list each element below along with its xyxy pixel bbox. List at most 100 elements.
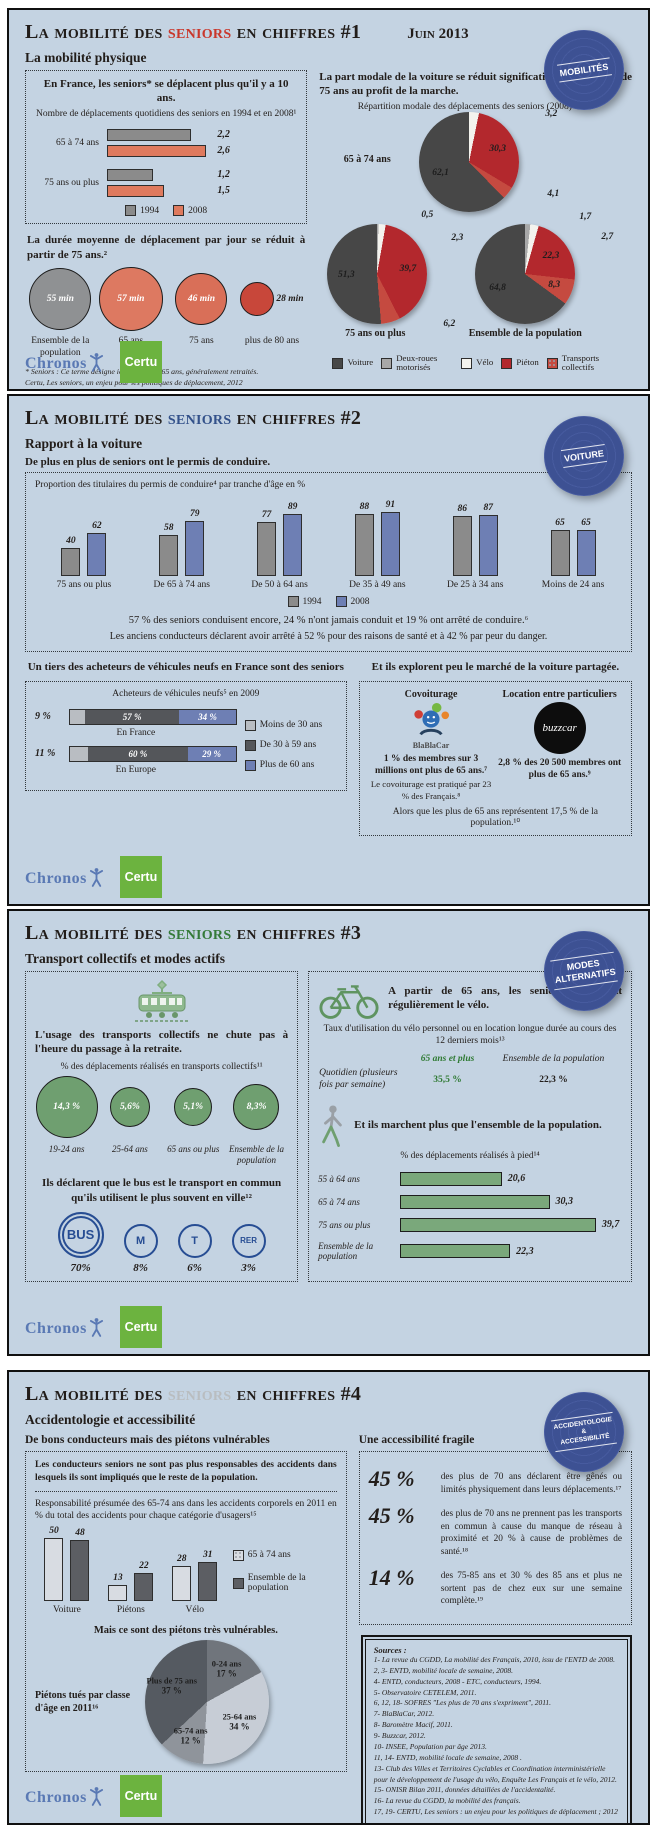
transit-icon: RER xyxy=(231,1223,266,1258)
pie-label: 22,3 xyxy=(542,251,560,262)
bar-row: 55 à 64 ans 20,6 xyxy=(318,1171,622,1186)
category-label: Ensemble de la population xyxy=(228,1143,284,1165)
trips-legend: 1994 2008 xyxy=(35,205,297,217)
accessibility-stat: 45 % des plus de 70 ans déclarent être g… xyxy=(369,1468,622,1496)
bar xyxy=(576,529,596,576)
circle-value: 46 min xyxy=(175,272,228,325)
source-line: 16- La revue du CGDD, la mobilité des fr… xyxy=(373,1796,521,1806)
legend-item: Plus de 60 ans xyxy=(244,760,337,772)
title-prefix: La mobilité des xyxy=(25,21,163,43)
value-label: 58 xyxy=(163,522,174,533)
stat-text: des plus de 70 ans déclarent être gênés … xyxy=(440,1472,622,1495)
legend-item: 65 à 74 ans xyxy=(232,1549,337,1561)
bar xyxy=(107,128,191,141)
value-label: 62 xyxy=(92,520,102,531)
category-label: De 35 à 49 ans xyxy=(349,579,406,590)
bar xyxy=(134,1573,154,1602)
legend-item: 2008 xyxy=(335,596,370,608)
legend-label: Voiture xyxy=(347,357,374,368)
legend-label: 65 à 74 ans xyxy=(247,1549,291,1560)
legend-label: 2008 xyxy=(188,205,208,216)
buyers-chart: 9 % 57 % 34 % En France 11 % 60 % 29 % En Europ… xyxy=(35,708,237,783)
walk-chart: 55 à 64 ans 20,6 65 à 74 ans 30,3 75 ans ou … xyxy=(318,1171,622,1262)
usage-table: 65 ans et plus Ensemble de la population Q… xyxy=(319,1053,605,1090)
source-line: 15- ONISR Bilan 2011, données détaillées… xyxy=(373,1785,556,1795)
shared-footer-note: Alors que les plus de 65 ans représenten… xyxy=(392,807,598,829)
pie-label: 64,8 xyxy=(489,282,506,293)
value-label: 57 min xyxy=(117,293,145,304)
value-label: 88 xyxy=(359,501,370,512)
chronos-figure-icon xyxy=(89,352,103,372)
pie-label: 25-64 ans 34 % xyxy=(222,1712,257,1732)
walk-heading: Et ils marchent plus que l'ensemble de l… xyxy=(354,1119,602,1132)
pie-label: 1,7 xyxy=(579,211,592,222)
stat-line: 57 % des seniors conduisent encore, 24 %… xyxy=(128,615,529,627)
value-label: 77 xyxy=(261,509,272,520)
bar xyxy=(400,1194,550,1209)
modal-subheading: Répartition modale des déplacements des … xyxy=(357,101,594,112)
panel1-header: La mobilité des seniors en chiffres #1 J… xyxy=(25,22,632,116)
chronos-logo: Chronos xyxy=(25,352,104,373)
bar-group: 65 65 Moins de 24 ans xyxy=(524,518,622,591)
bar xyxy=(172,1566,192,1602)
legend-label: Moins de 30 ans xyxy=(259,720,323,731)
bar-segment xyxy=(70,746,89,761)
legend-item: 2008 xyxy=(173,205,208,217)
page-title: La mobilité des seniors en chiffres #1 xyxy=(25,22,361,43)
accidents-chart: 50 48 Voiture 13 22 Piétons 28 31 Vélo xyxy=(35,1526,227,1616)
value-label: 30,3 xyxy=(555,1196,574,1208)
accidents-statement: Les conducteurs seniors ne sont pas plus… xyxy=(35,1459,337,1492)
bicycle-icon xyxy=(319,985,379,1019)
buyers-heading: Un tiers des acheteurs de véhicules neuf… xyxy=(27,661,344,674)
modal-pie-75-plus: 0,5 2,3 39,7 6,2 51,3 xyxy=(327,210,463,329)
chronos-figure-icon xyxy=(89,1317,103,1337)
pie-label: 3,2 xyxy=(545,108,558,119)
pie-label: 30,3 xyxy=(489,144,506,155)
bar-group: 75 ans ou plus 1,2 1,5 xyxy=(35,165,297,200)
category-label: 75 ans ou plus xyxy=(318,1219,371,1230)
category-label: De 25 à 34 ans xyxy=(446,579,504,590)
pie xyxy=(419,111,520,212)
modal-pies: 65 à 74 ans 3,2 30,3 4,1 62,1 0,5 2,3 39,7 6,2… xyxy=(319,108,632,352)
title-prefix: La mobilité des xyxy=(25,407,163,429)
circle-value: 14,3 % xyxy=(35,1075,98,1138)
category-label: Piétons xyxy=(116,1605,145,1616)
bar xyxy=(452,515,472,576)
legend-item: Transports collectifs xyxy=(546,353,619,373)
value-label: 5,1% xyxy=(183,1101,204,1112)
source-line: 10- INSEE, Population par âge 2013. xyxy=(373,1741,487,1751)
bar-segment: 34 % xyxy=(179,709,236,724)
trips-box: En France, les seniors* se déplacent plu… xyxy=(25,70,308,225)
tram-icon xyxy=(134,979,189,1022)
title-prefix: La mobilité des xyxy=(25,922,163,944)
buyers-legend: Moins de 30 ans De 30 à 59 ans Plus de 6… xyxy=(244,709,337,783)
pedestrians-heading: Mais ce sont des piétons très vulnérable… xyxy=(93,1624,278,1636)
circle-value xyxy=(240,281,275,316)
pie-label: 2,3 xyxy=(451,232,464,243)
bar xyxy=(107,184,165,197)
source-line: 5- Observatoire CETELEM, 2011. xyxy=(373,1687,477,1697)
pie-label: 4,1 xyxy=(547,188,560,199)
legend-swatch-1994 xyxy=(287,596,299,608)
bar xyxy=(478,514,498,576)
bike-subheading: Taux d'utilisation du vélo personnel ou … xyxy=(323,1024,617,1046)
chronos-label: Chronos xyxy=(25,354,87,372)
certu-logo: Certu xyxy=(119,1306,162,1348)
pedestrians-subheading: Piétons tués par classe d'âge en 2011¹⁶ xyxy=(35,1689,131,1714)
circle-value: 5,6% xyxy=(109,1086,150,1127)
legend-label: Vélo xyxy=(476,357,494,368)
covoiturage-note: Le covoiturage est pratiqué par 23 % des… xyxy=(370,779,492,801)
page-title: La mobilité des seniors en chiffres #2 xyxy=(25,408,361,429)
stat-value: 45 % xyxy=(368,1466,415,1491)
legend-label: 1994 xyxy=(302,596,322,607)
legend-item: 1994 xyxy=(125,205,159,217)
chronos-label: Chronos xyxy=(25,869,87,887)
legend-item: 1994 xyxy=(287,596,322,608)
chronos-label: Chronos xyxy=(25,1319,87,1337)
accessibility-column: Une accessibilité fragile 45 % des plus … xyxy=(358,1432,633,1823)
value-label: 28 min xyxy=(276,293,304,304)
legend-item: De 30 à 59 ans xyxy=(244,740,337,752)
legend-swatch-1994 xyxy=(125,205,137,217)
sources-title: Sources : xyxy=(373,1644,407,1655)
buzzcar-logo: buzzcar xyxy=(533,701,586,754)
